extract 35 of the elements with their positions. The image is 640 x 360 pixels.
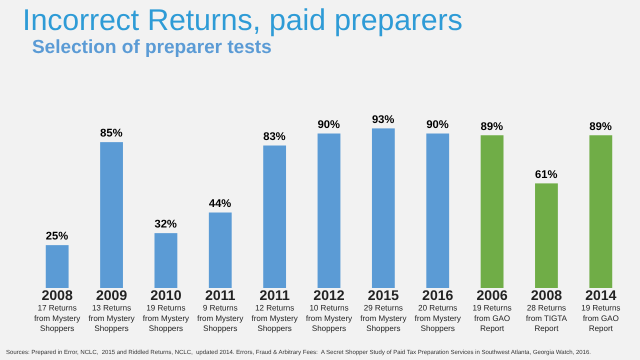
bar	[318, 134, 340, 288]
data-label: 44%	[208, 198, 232, 210]
bar	[372, 128, 395, 288]
data-label: 89%	[589, 120, 612, 133]
bar	[426, 134, 450, 288]
bar	[154, 233, 178, 288]
data-label: 83%	[263, 131, 286, 144]
chart-subtitle: Selection of preparer tests	[32, 37, 272, 58]
x-tick-label: 2008 17 Returns from Mystery Shoppers	[34, 287, 80, 334]
data-label: 89%	[480, 120, 504, 133]
bar	[535, 183, 558, 288]
data-label: 25%	[46, 230, 68, 243]
data-label: 90%	[426, 119, 449, 132]
data-label: 93%	[372, 114, 394, 126]
bar	[480, 135, 504, 288]
bar	[100, 142, 123, 288]
x-tick-label: 2015 29 Returns from Mystery Shoppers	[360, 287, 406, 334]
data-label: 90%	[318, 119, 340, 132]
x-tick-label: 2009 13 Returns from Mystery Shoppers	[88, 287, 135, 334]
x-tick-label: 2014 19 Returns from GAO Report	[581, 287, 620, 334]
x-tick-label: 2012 10 Returns from Mystery Shoppers	[306, 287, 352, 334]
x-tick-label: 2016 20 Returns from Mystery Shoppers	[414, 287, 461, 334]
chart-title: Incorrect Returns, paid preparers	[22, 4, 463, 37]
x-tick-label: 2011 9 Returns from Mystery Shoppers	[197, 287, 244, 334]
x-tick-label: 2011 12 Returns from Mystery Shoppers	[252, 287, 298, 334]
data-label: 32%	[154, 218, 177, 231]
x-tick-label: 2008 28 Returns from TIGTA Report	[526, 287, 568, 334]
bar	[208, 212, 232, 288]
x-tick-label: 2010 19 Returns from Mystery Shoppers	[142, 287, 190, 334]
bar	[263, 146, 286, 288]
data-label: 85%	[100, 128, 123, 140]
data-label: 61%	[535, 168, 558, 181]
bar	[589, 135, 612, 288]
bar	[46, 245, 69, 288]
x-tick-label: 2006 19 Returns from GAO Report	[472, 287, 512, 334]
